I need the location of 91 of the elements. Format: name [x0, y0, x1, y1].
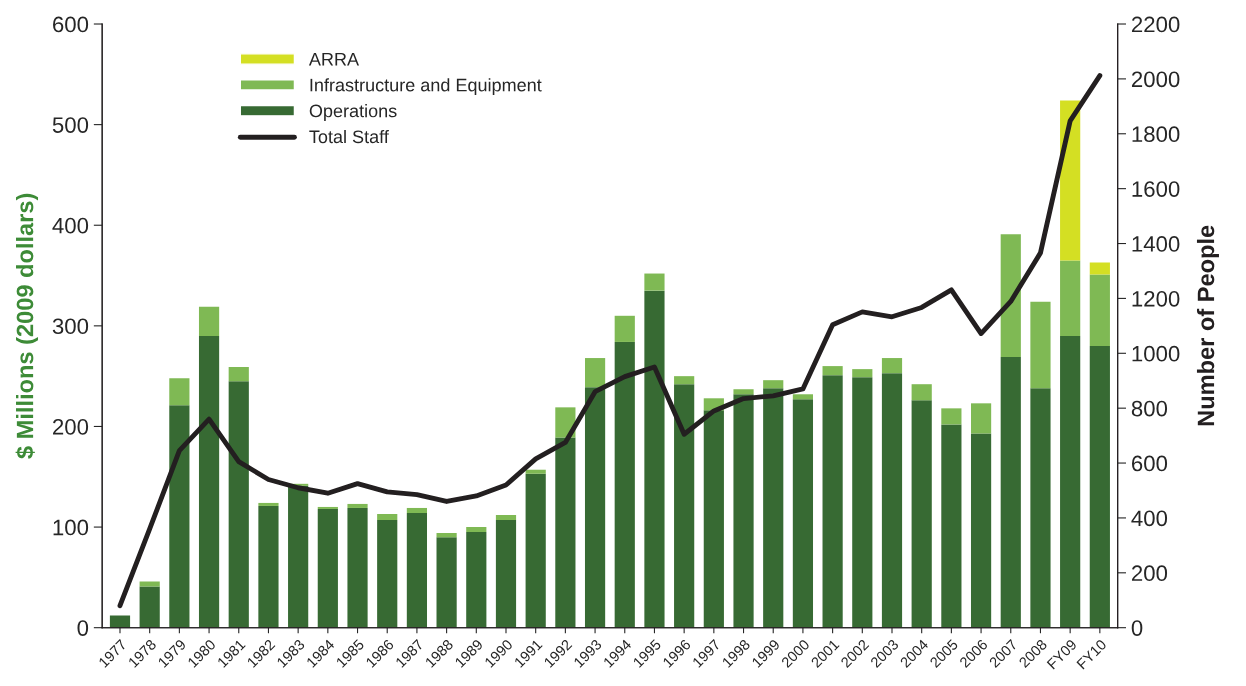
line-series [117, 73, 1103, 609]
bar [584, 358, 606, 388]
bar [317, 508, 338, 628]
bar [228, 381, 249, 628]
y-tick-label: 100 [53, 519, 89, 536]
bar [763, 388, 784, 628]
bar [763, 380, 784, 389]
bar [139, 581, 160, 587]
y2-tick-label: 1800 [1132, 126, 1180, 143]
bar [644, 273, 665, 291]
bar [436, 537, 457, 628]
y-tick-label: 500 [52, 117, 89, 133]
bar [970, 403, 992, 434]
y-tick-label: 200 [53, 419, 89, 435]
bar [792, 394, 814, 400]
bar [347, 507, 368, 628]
bar [822, 375, 843, 628]
bar [1089, 274, 1110, 346]
bar [852, 369, 873, 378]
bar [1030, 301, 1051, 389]
bar [288, 485, 309, 628]
y2-tick-label: 0 [1131, 620, 1143, 636]
bar [584, 387, 606, 628]
y2-tick-label: 800 [1131, 400, 1168, 417]
legend-label: Operations [309, 104, 397, 121]
bar [1000, 357, 1021, 628]
bar [1060, 260, 1081, 336]
bar [792, 399, 814, 628]
y2-tick-label: 2200 [1131, 16, 1180, 33]
bar [674, 376, 695, 385]
bar [1089, 262, 1110, 275]
y2-tick-label: 2000 [1131, 71, 1180, 88]
bar [1030, 388, 1051, 628]
y-tick-label: 400 [52, 217, 89, 234]
bar [881, 358, 903, 374]
y-tick-label: 300 [52, 318, 89, 335]
bar [970, 433, 992, 628]
bar [525, 473, 546, 628]
bar [852, 377, 873, 628]
bar [941, 424, 962, 628]
legend-label: Infrastructure and Equipment [310, 78, 542, 96]
bar [406, 507, 428, 513]
bar [555, 437, 576, 628]
y2-tick-label: 1200 [1132, 290, 1180, 307]
bar [1000, 234, 1021, 358]
y2-tick-label: 600 [1131, 455, 1168, 472]
bar [169, 405, 190, 628]
bar [377, 520, 398, 628]
bar [317, 506, 338, 509]
legend-label: Total Staff [309, 129, 389, 144]
y2-tick-label: 1000 [1132, 345, 1180, 362]
bar [109, 615, 131, 628]
bar [406, 512, 428, 628]
y2-axis-title: Number of People [1196, 225, 1219, 426]
y2-tick-label: 400 [1131, 510, 1168, 527]
bar [377, 514, 398, 521]
bar [1060, 335, 1081, 628]
bar [1089, 345, 1110, 628]
bar [941, 408, 962, 425]
legend-label: ARRA [308, 53, 360, 66]
bar [525, 469, 546, 474]
bar [495, 520, 517, 628]
bar [822, 366, 843, 376]
bar [258, 502, 279, 506]
bar [733, 394, 754, 628]
y2-tick-label: 1600 [1132, 181, 1180, 197]
bar [169, 378, 190, 406]
y2-tick-label: 200 [1131, 565, 1168, 582]
bar [644, 290, 665, 628]
bar [733, 389, 754, 395]
bar [911, 400, 932, 628]
bar [198, 306, 220, 336]
bar [674, 384, 695, 628]
y-tick-label: 600 [53, 16, 89, 33]
bar [614, 315, 635, 342]
bar [495, 515, 517, 521]
bar [466, 532, 487, 628]
y2-tick-label: 1400 [1132, 236, 1180, 252]
bar [436, 533, 457, 538]
y-axis-title: $ Millions (2009 dollars) [15, 193, 39, 459]
bar [139, 586, 160, 628]
bar [614, 341, 635, 628]
bar [703, 410, 724, 628]
bar [258, 505, 279, 628]
bar [198, 335, 220, 628]
bar [911, 384, 932, 401]
y-tick-label: 0 [77, 620, 89, 636]
bar [466, 527, 487, 533]
bar [881, 373, 903, 628]
bar [347, 503, 368, 508]
bar [228, 367, 249, 382]
